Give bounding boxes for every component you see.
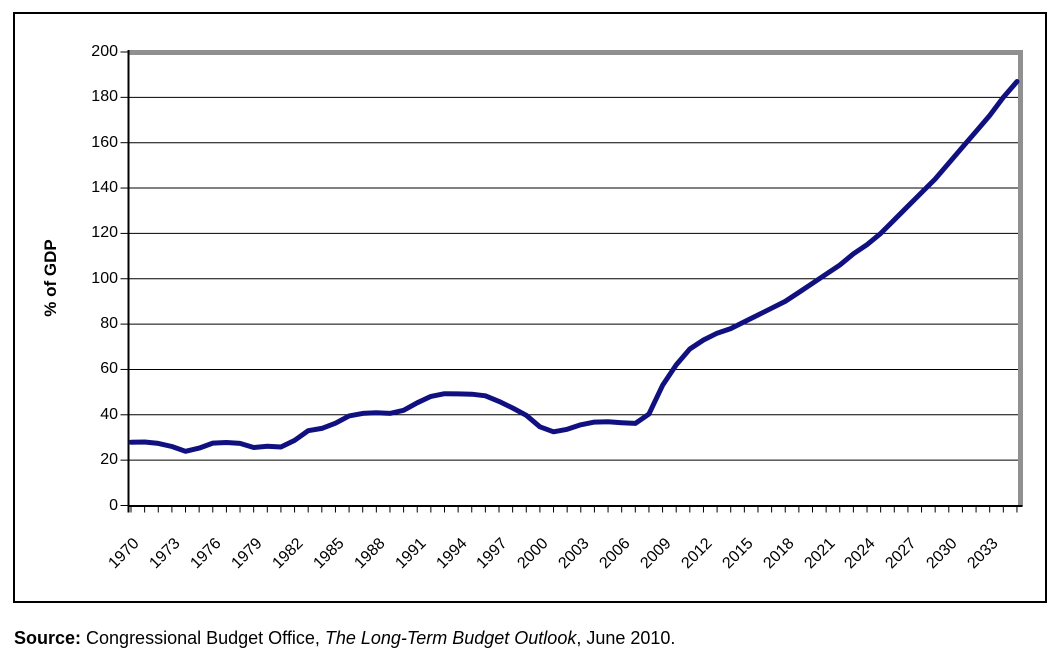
source-note: Source: Congressional Budget Office, The… xyxy=(14,628,675,649)
y-tick-label-200: 200 xyxy=(91,43,118,60)
y-tick-label-80: 80 xyxy=(100,315,118,333)
y-tick-label-120: 120 xyxy=(91,224,118,242)
source-body: Congressional Budget Office, xyxy=(81,628,325,648)
y-tick-label-180: 180 xyxy=(91,88,118,106)
y-tick-label-60: 60 xyxy=(100,360,118,378)
y-tick-label-0: 0 xyxy=(109,496,118,514)
y-tick-label-100: 100 xyxy=(91,269,118,287)
y-tick-label-20: 20 xyxy=(100,451,118,469)
figure-border xyxy=(13,12,1047,603)
source-label: Source: xyxy=(14,628,82,648)
debt-line xyxy=(128,79,1020,454)
source-publication-title: The Long-Term Budget Outlook xyxy=(324,628,577,648)
y-tick-label-160: 160 xyxy=(91,133,118,151)
y-tick-label-140: 140 xyxy=(91,179,118,197)
y-tick-label-40: 40 xyxy=(100,405,118,423)
source-suffix: , June 2010. xyxy=(576,628,676,648)
